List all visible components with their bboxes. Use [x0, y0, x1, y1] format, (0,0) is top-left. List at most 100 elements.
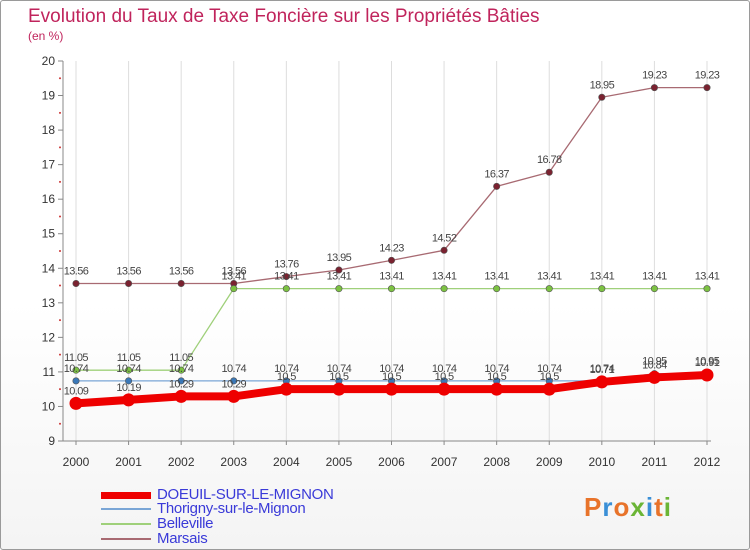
minor-tick [59, 422, 61, 425]
logo-letter: i [663, 492, 672, 522]
data-point [703, 84, 711, 92]
minor-tick [59, 146, 61, 149]
data-label: 10.74 [64, 363, 89, 375]
data-point [282, 285, 290, 293]
y-tick-label: 11 [43, 365, 56, 379]
data-point [598, 93, 606, 101]
x-tick-label: 2006 [378, 455, 405, 469]
data-label: 10.74 [274, 363, 299, 375]
data-label: 13.56 [221, 265, 246, 277]
data-point [335, 266, 343, 274]
y-tick-label: 16 [42, 192, 56, 206]
x-tick-label: 2003 [220, 455, 247, 469]
data-point [387, 256, 395, 264]
data-label: 19.23 [642, 70, 667, 82]
y-tick-label: 9 [48, 434, 55, 448]
unit-label: (en %) [28, 29, 64, 43]
data-label: 13.41 [274, 271, 299, 283]
data-point [542, 382, 556, 396]
data-label: 13.41 [537, 271, 562, 283]
chart-title: Evolution du Taux de Taxe Foncière sur l… [28, 6, 540, 27]
data-point [335, 285, 343, 293]
minor-tick [59, 319, 61, 322]
data-label: 10.5 [329, 371, 348, 383]
minor-tick [59, 77, 61, 80]
legend-swatch [101, 492, 151, 499]
data-label: 13.41 [484, 271, 509, 283]
data-point [282, 273, 290, 281]
x-tick-label: 2000 [63, 455, 90, 469]
data-point [230, 377, 238, 385]
legend-swatch [101, 538, 151, 540]
data-label: 13.41 [432, 271, 457, 283]
data-label: 10.19 [116, 382, 141, 394]
legend-swatch [101, 523, 151, 525]
minor-tick [59, 215, 61, 218]
data-point [493, 285, 501, 293]
data-label: 13.56 [116, 265, 141, 277]
data-label: 10.5 [382, 371, 401, 383]
data-label: 14.23 [379, 242, 404, 254]
data-point [72, 377, 80, 385]
legend-label: Marsais [157, 530, 208, 547]
x-tick-label: 2009 [536, 455, 563, 469]
data-point [72, 366, 80, 374]
data-label: 10.74 [484, 363, 509, 375]
minor-tick [59, 111, 61, 114]
logo-letter: r [602, 492, 614, 522]
x-tick-label: 2005 [326, 455, 353, 469]
legend-swatch [101, 508, 151, 510]
data-point [125, 279, 133, 287]
y-tick-label: 17 [42, 158, 56, 172]
data-point [227, 389, 241, 403]
data-label: 11.05 [117, 352, 141, 364]
data-label: 10.74 [590, 363, 615, 375]
data-label: 10.95 [695, 356, 720, 368]
y-tick-label: 20 [42, 54, 56, 68]
minor-tick [59, 180, 61, 183]
data-label: 13.41 [695, 271, 720, 283]
data-label: 16.78 [537, 154, 562, 166]
data-label: 10.74 [169, 363, 194, 375]
data-label: 10.29 [169, 378, 194, 390]
data-label: 19.23 [695, 70, 720, 82]
data-label: 13.41 [642, 271, 667, 283]
logo-letter: t [654, 492, 664, 522]
data-point [647, 370, 661, 384]
data-label: 14.52 [432, 232, 457, 244]
minor-tick [59, 284, 61, 287]
x-tick-label: 2007 [431, 455, 458, 469]
data-label: 11.05 [169, 352, 193, 364]
data-label: 10.74 [221, 363, 246, 375]
minor-tick [59, 250, 61, 252]
x-tick-label: 2001 [115, 455, 142, 469]
data-point [440, 285, 448, 293]
data-label: 10.74 [116, 363, 141, 375]
y-tick-label: 18 [42, 123, 56, 137]
minor-tick [59, 353, 61, 356]
legend-label: Thorigny-sur-le-Mignon [157, 500, 306, 517]
data-point [700, 368, 714, 382]
data-point [650, 285, 658, 293]
proxiti-logo[interactable]: Proxiti [584, 492, 672, 523]
data-point [650, 84, 658, 92]
data-label: 13.56 [169, 265, 194, 277]
data-label: 13.76 [274, 259, 299, 271]
x-tick-label: 2012 [694, 455, 721, 469]
legend-label: DOEUIL-SUR-LE-MIGNON [157, 486, 334, 503]
series-points [69, 84, 714, 410]
data-label: 13.41 [221, 271, 246, 283]
data-label: 13.56 [64, 265, 89, 277]
data-label: 10.91 [695, 357, 720, 369]
data-label: 10.71 [590, 364, 615, 376]
data-point [703, 285, 711, 293]
y-tick-label: 13 [42, 296, 56, 310]
data-point [598, 285, 606, 293]
data-point [545, 168, 553, 176]
data-point [385, 382, 398, 396]
data-label: 10.29 [221, 378, 246, 390]
data-point [440, 246, 448, 254]
data-point [125, 377, 133, 385]
x-tick-label: 2011 [642, 455, 668, 469]
